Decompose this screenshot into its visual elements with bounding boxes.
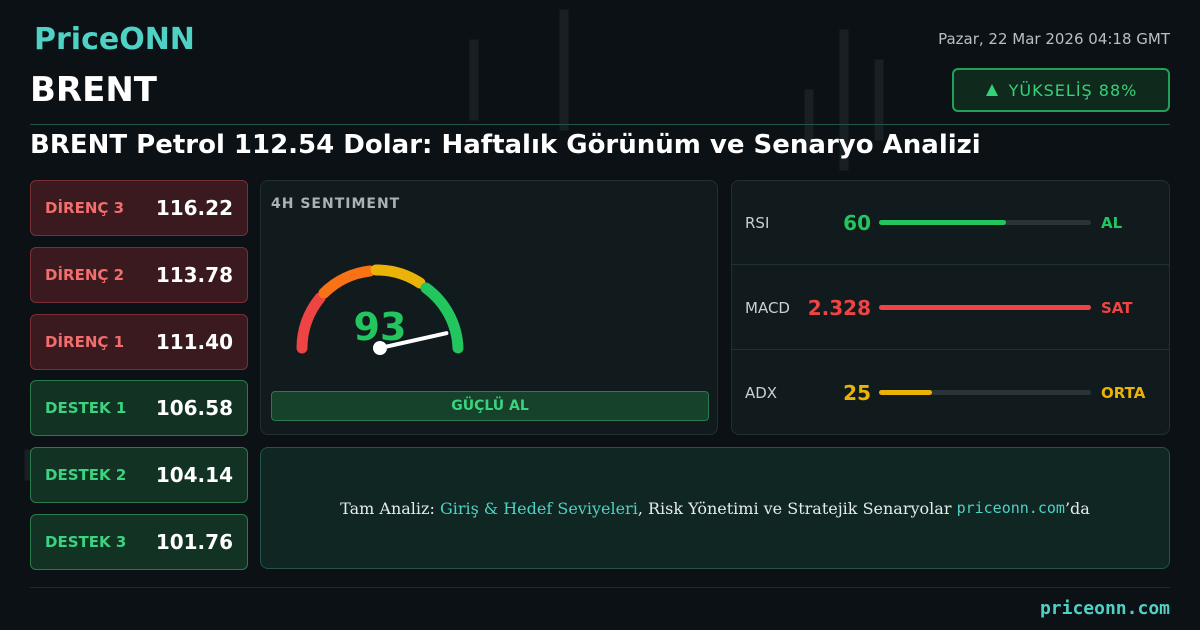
divider (30, 124, 1170, 125)
indicator-row: RSI 60 AL (731, 180, 1170, 265)
level-label: DİRENÇ 1 (45, 332, 125, 351)
cta-site[interactable]: priceonn.com (956, 499, 1065, 517)
indicator-value: 25 (843, 380, 871, 405)
cta-prefix: Tam Analiz: (340, 498, 440, 518)
indicator-signal: ORTA (1101, 383, 1146, 402)
level-value: 111.40 (155, 329, 233, 354)
indicator-track (879, 220, 1091, 225)
indicator-name: MACD (745, 298, 790, 317)
row-divider (731, 349, 1170, 350)
level-box: DİRENÇ 3 116.22 (30, 180, 248, 236)
gauge-arc (318, 265, 376, 299)
level-box: DESTEK 3 101.76 (30, 514, 248, 570)
symbol: BRENT (30, 70, 157, 110)
indicator-bar (879, 220, 1007, 225)
indicator-signal: SAT (1101, 298, 1133, 317)
indicator-bar (879, 390, 932, 395)
indicator-track (879, 390, 1091, 395)
indicator-value: 60 (843, 210, 871, 235)
footer-site[interactable]: priceonn.com (1039, 598, 1170, 619)
indicator-name: ADX (745, 383, 778, 402)
cta-link[interactable]: Giriş & Hedef Seviyeleri (439, 498, 638, 518)
gauge-arc (370, 264, 426, 289)
brand: PriceONN (34, 22, 195, 57)
gauge: 93 (296, 264, 464, 355)
gauge-arc (420, 282, 464, 354)
level-label: DESTEK 1 (45, 399, 127, 418)
level-value: 113.78 (155, 262, 233, 287)
indicator-row: ADX 25 ORTA (731, 350, 1170, 435)
level-label: DİRENÇ 3 (45, 199, 125, 217)
level-label: DESTEK 2 (45, 466, 127, 485)
indicator-signal: AL (1101, 213, 1123, 232)
badge-text: YÜKSELİŞ 88% (1008, 80, 1138, 100)
up-arrow (985, 84, 998, 96)
level-box: DİRENÇ 1 111.40 (30, 313, 248, 370)
datetime: Pazar, 22 Mar 2026 04:18 GMT (938, 30, 1170, 48)
indicator-value: 2.328 (807, 295, 871, 320)
gauge-arc (296, 292, 326, 354)
indicator-track (879, 305, 1091, 310)
level-box: DİRENÇ 2 113.78 (30, 246, 248, 303)
headline: BRENT Petrol 112.54 Dolar: Haftalık Görü… (30, 130, 981, 160)
row-divider (731, 264, 1170, 265)
cta-middle: , Risk Yönetimi ve Stratejik Senaryolar (637, 498, 957, 518)
level-label: DESTEK 3 (45, 533, 127, 551)
level-value: 106.58 (155, 396, 233, 421)
level-label: DİRENÇ 2 (45, 265, 125, 284)
needle-hub (373, 341, 387, 355)
sentiment-title: 4H SENTIMENT (271, 196, 401, 212)
cta: Tam Analiz: Giriş & Hedef Seviyeleri, Ri… (260, 447, 1170, 569)
divider (30, 587, 1170, 588)
level-value: 101.76 (155, 530, 233, 554)
indicator-bar (879, 305, 1091, 310)
sentiment-signal: GÜÇLÜ AL (271, 391, 709, 421)
indicator-name: RSI (745, 213, 770, 232)
level-value: 116.22 (155, 196, 233, 220)
level-value: 104.14 (155, 463, 233, 488)
gauge-needle (378, 331, 449, 350)
cta-suffix: ’da (1064, 498, 1090, 518)
trend-badge: YÜKSELİŞ 88% (952, 68, 1170, 112)
indicator-row: MACD 2.328 SAT (731, 265, 1170, 350)
level-box: DESTEK 1 106.58 (30, 380, 248, 437)
level-box: DESTEK 2 104.14 (30, 447, 248, 504)
